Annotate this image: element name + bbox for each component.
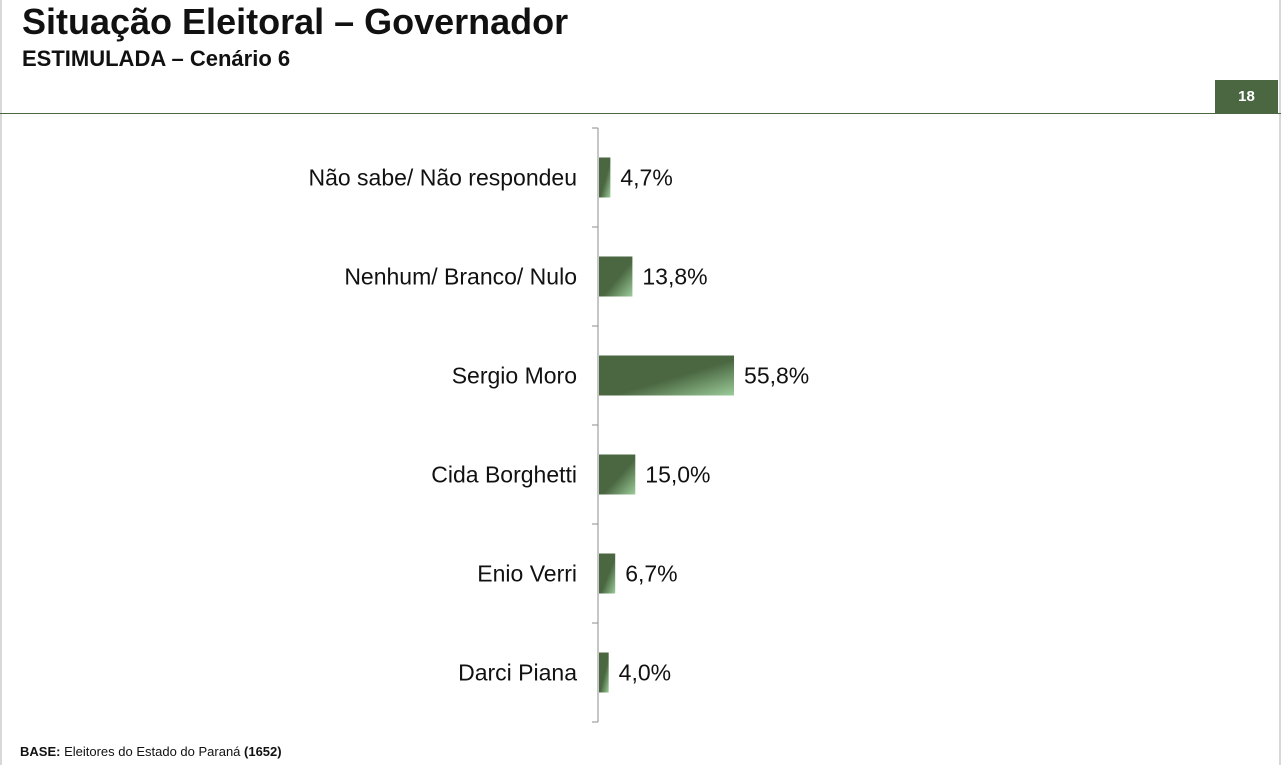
data-label: 4,0% xyxy=(619,660,671,686)
data-label: 13,8% xyxy=(642,264,707,290)
frame-right-border xyxy=(1279,0,1281,765)
category-label: Enio Verri xyxy=(477,561,577,587)
bar xyxy=(599,256,633,297)
bar xyxy=(599,652,609,693)
frame-left-border xyxy=(0,0,2,765)
bar xyxy=(599,157,611,198)
category-label: Não sabe/ Não respondeu xyxy=(308,165,577,191)
data-label: 6,7% xyxy=(625,561,677,587)
data-label: 4,7% xyxy=(620,165,672,191)
category-label: Sergio Moro xyxy=(452,363,577,389)
footer-base-label: BASE: xyxy=(20,744,61,759)
page-subtitle: ESTIMULADA – Cenário 6 xyxy=(22,46,291,71)
header-divider xyxy=(0,113,1281,114)
page-title: Situação Eleitoral – Governador xyxy=(22,1,569,42)
data-label: 15,0% xyxy=(645,462,710,488)
page-number-badge: 18 xyxy=(1215,80,1278,114)
footer-base-text: Eleitores do Estado do Paraná xyxy=(60,744,245,759)
category-label: Darci Piana xyxy=(458,660,577,686)
footer-base-note: BASE: Eleitores do Estado do Paraná (165… xyxy=(20,744,282,760)
category-label: Cida Borghetti xyxy=(431,462,577,488)
bar xyxy=(599,355,735,396)
footer-base-count: (1652) xyxy=(244,744,282,759)
bar xyxy=(599,553,616,594)
category-label: Nenhum/ Branco/ Nulo xyxy=(344,264,577,290)
bar xyxy=(599,454,636,495)
data-label: 55,8% xyxy=(744,363,809,389)
